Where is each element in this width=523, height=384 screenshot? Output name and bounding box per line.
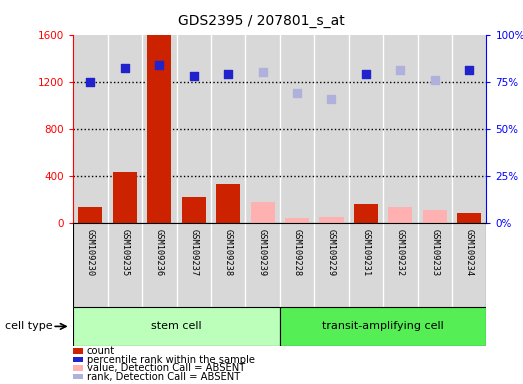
- Point: [362, 71, 370, 77]
- Text: GSM109230: GSM109230: [86, 228, 95, 276]
- Bar: [73, 374, 83, 379]
- Text: stem cell: stem cell: [151, 321, 202, 331]
- Point: [86, 79, 95, 85]
- Bar: [142, 223, 177, 307]
- Text: GSM109228: GSM109228: [292, 228, 302, 276]
- Bar: [177, 223, 211, 307]
- Bar: [457, 214, 481, 223]
- Text: GSM109235: GSM109235: [120, 228, 129, 276]
- Text: GSM109238: GSM109238: [224, 228, 233, 276]
- Point: [258, 69, 267, 75]
- Text: GDS2395 / 207801_s_at: GDS2395 / 207801_s_at: [178, 14, 345, 28]
- Text: transit-amplifying cell: transit-amplifying cell: [322, 321, 444, 331]
- Point: [293, 90, 301, 96]
- Text: value, Detection Call = ABSENT: value, Detection Call = ABSENT: [87, 363, 245, 373]
- Bar: [452, 35, 486, 223]
- Bar: [108, 223, 142, 307]
- Bar: [452, 223, 486, 307]
- Bar: [177, 35, 211, 223]
- Text: count: count: [87, 346, 115, 356]
- Bar: [280, 35, 314, 223]
- Bar: [245, 223, 280, 307]
- Bar: [78, 207, 103, 223]
- Bar: [417, 35, 452, 223]
- Bar: [251, 202, 275, 223]
- Bar: [314, 223, 349, 307]
- Point: [224, 71, 232, 77]
- Point: [327, 96, 336, 102]
- Point: [121, 65, 129, 71]
- Bar: [383, 35, 417, 223]
- Bar: [142, 35, 177, 223]
- Text: GSM109229: GSM109229: [327, 228, 336, 276]
- Text: GSM109232: GSM109232: [396, 228, 405, 276]
- Bar: [388, 207, 412, 223]
- Text: cell type: cell type: [5, 321, 53, 331]
- Bar: [73, 348, 83, 354]
- Bar: [349, 223, 383, 307]
- Text: GSM109234: GSM109234: [464, 228, 474, 276]
- Bar: [216, 184, 240, 223]
- Point: [155, 61, 164, 68]
- Bar: [285, 218, 309, 223]
- Point: [189, 73, 198, 79]
- Point: [396, 67, 404, 73]
- Bar: [211, 223, 245, 307]
- Bar: [181, 197, 206, 223]
- Bar: [280, 307, 486, 346]
- Bar: [73, 223, 108, 307]
- Bar: [73, 365, 83, 371]
- Bar: [354, 204, 378, 223]
- Bar: [108, 35, 142, 223]
- Bar: [147, 35, 172, 223]
- Text: GSM109233: GSM109233: [430, 228, 439, 276]
- Bar: [314, 35, 349, 223]
- Text: rank, Detection Call = ABSENT: rank, Detection Call = ABSENT: [87, 371, 240, 382]
- Text: GSM109231: GSM109231: [361, 228, 370, 276]
- Bar: [423, 210, 447, 223]
- Bar: [73, 307, 280, 346]
- Point: [430, 77, 439, 83]
- Bar: [320, 217, 344, 223]
- Bar: [417, 223, 452, 307]
- Bar: [73, 357, 83, 362]
- Bar: [383, 223, 417, 307]
- Bar: [211, 35, 245, 223]
- Text: GSM109236: GSM109236: [155, 228, 164, 276]
- Bar: [280, 223, 314, 307]
- Bar: [73, 35, 108, 223]
- Bar: [245, 35, 280, 223]
- Point: [465, 67, 473, 73]
- Text: GSM109237: GSM109237: [189, 228, 198, 276]
- Text: percentile rank within the sample: percentile rank within the sample: [87, 354, 255, 365]
- Text: GSM109239: GSM109239: [258, 228, 267, 276]
- Bar: [349, 35, 383, 223]
- Bar: [113, 172, 137, 223]
